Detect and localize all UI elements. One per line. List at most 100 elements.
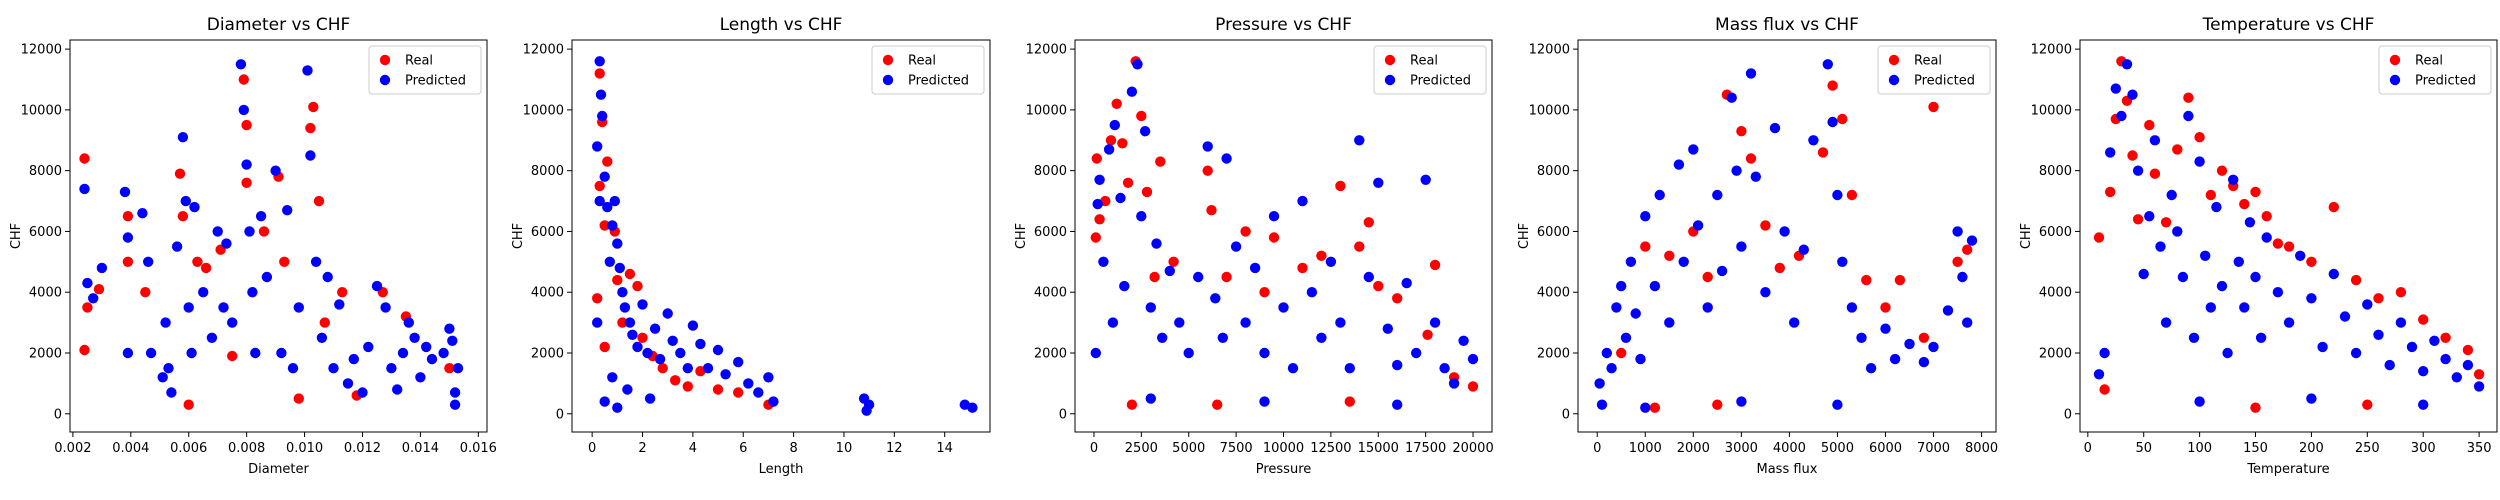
data-point-real <box>2272 238 2284 249</box>
data-point-real <box>1952 256 1963 267</box>
data-point-real <box>2306 256 2317 267</box>
data-point-predicted <box>1107 317 1119 328</box>
data-point-predicted <box>1429 317 1441 328</box>
y-tick-label: 6000 <box>29 225 62 240</box>
data-point-predicted <box>1808 135 1819 146</box>
data-point-predicted <box>186 347 197 359</box>
data-point-predicted <box>609 195 620 207</box>
y-tick-label: 4000 <box>2039 286 2072 301</box>
legend-marker-real <box>1384 54 1396 66</box>
x-tick-label: 3000 <box>1725 441 1758 456</box>
legend-label-real: Real <box>405 54 433 69</box>
x-tick-label: 2 <box>638 441 646 456</box>
y-axis-label: CHF <box>9 223 24 249</box>
y-tick-label: 4000 <box>1034 286 1067 301</box>
data-point-predicted <box>1654 189 1665 201</box>
data-point-real <box>1141 186 1153 198</box>
x-axis-label: Pressure <box>1256 462 1312 477</box>
data-point-real <box>192 256 203 267</box>
data-point-predicted <box>1448 378 1460 389</box>
data-point-predicted <box>1401 277 1412 289</box>
data-point-real <box>1268 232 1280 243</box>
data-point-predicted <box>1145 302 1157 313</box>
legend-marker-real <box>882 54 894 66</box>
data-point-predicted <box>1202 141 1213 152</box>
data-point-predicted <box>592 317 603 328</box>
data-point-predicted <box>1673 159 1685 170</box>
data-point-real <box>712 384 724 395</box>
data-point-real <box>174 168 186 179</box>
data-point-real <box>2462 344 2474 356</box>
data-point-predicted <box>1090 347 1102 359</box>
subplot: 0.002 0.004 0.006 0.008 0.010 0.012 0.014 0.016… <box>9 15 497 477</box>
data-point-predicted <box>1640 402 1651 413</box>
data-point-predicted <box>96 262 108 274</box>
x-tick-label: 2500 <box>1125 441 1158 456</box>
subplot: 0 1000 2000 3000 4000 5000 6000 7000 8000 0 2000 40… <box>1517 15 1998 477</box>
data-point-predicted <box>415 372 426 383</box>
data-point-real <box>79 153 90 164</box>
data-point-predicted <box>255 211 267 222</box>
data-point-real <box>1126 399 1138 410</box>
data-point-real <box>1880 302 1891 313</box>
x-axis-label: Temperature <box>2246 462 2329 477</box>
data-point-predicted <box>617 287 628 298</box>
data-point-predicted <box>1132 59 1143 70</box>
y-tick-label: 4000 <box>1537 286 1570 301</box>
legend-marker-predicted <box>1888 74 1900 86</box>
data-point-predicted <box>2228 174 2239 185</box>
data-point-predicted <box>293 302 304 313</box>
plot-frame <box>69 39 488 433</box>
y-tick-label: 8000 <box>1537 164 1570 179</box>
x-tick-label: 12500 <box>1310 441 1351 456</box>
data-point-predicted <box>2155 241 2166 252</box>
data-point-real <box>1827 80 1838 91</box>
data-point-real <box>1712 399 1723 410</box>
subplot: 0 2500 5000 7500 10000 12500 15000 17500 20000 0 2… <box>1014 15 1494 477</box>
x-tick-label: 2000 <box>1677 441 1710 456</box>
data-point-real <box>602 156 613 167</box>
data-point-predicted <box>1287 363 1299 374</box>
data-point-predicted <box>2244 217 2256 228</box>
x-tick-label: 0 <box>1593 441 1601 456</box>
data-point-predicted <box>143 256 154 267</box>
chart-title: Temperature vs CHF <box>2202 15 2375 35</box>
data-point-predicted <box>1217 332 1229 343</box>
data-point-predicted <box>1230 241 1242 252</box>
data-point-predicted <box>452 363 464 374</box>
x-tick-label: 0.006 <box>170 441 207 456</box>
data-point-predicted <box>82 277 93 289</box>
data-point-predicted <box>1880 323 1891 334</box>
data-point-predicted <box>342 378 354 389</box>
data-point-predicted <box>1098 256 1109 267</box>
data-point-predicted <box>624 317 636 328</box>
x-tick-label: 5000 <box>1821 441 1854 456</box>
data-point-predicted <box>743 378 754 389</box>
data-point-real <box>2473 369 2485 380</box>
data-point-predicted <box>2116 110 2127 122</box>
chart-title: Pressure vs CHF <box>1215 15 1352 35</box>
data-point-predicted <box>137 208 148 219</box>
x-axis-label: Length <box>759 462 804 477</box>
y-tick-label: 4000 <box>531 286 564 301</box>
data-point-predicted <box>2121 59 2133 70</box>
x-tick-label: 7000 <box>1917 441 1950 456</box>
series-predicted <box>79 59 464 410</box>
data-point-predicted <box>1411 347 1422 359</box>
data-point-predicted <box>1335 317 1346 328</box>
data-point-real <box>2440 332 2451 343</box>
data-point-real <box>1422 329 1433 340</box>
data-point-real <box>594 180 605 192</box>
data-point-real <box>1117 138 1128 149</box>
data-point-predicted <box>2255 332 2267 343</box>
data-point-predicted <box>2233 256 2244 267</box>
y-tick-label: 8000 <box>531 164 564 179</box>
data-point-predicted <box>1092 198 1103 210</box>
data-point-real <box>1202 165 1213 176</box>
data-point-predicted <box>1692 220 1704 231</box>
data-point-predicted <box>2194 156 2205 167</box>
data-point-predicted <box>438 347 449 359</box>
data-point-predicted <box>1174 317 1185 328</box>
data-point-real <box>1846 189 1858 201</box>
legend-marker-predicted <box>1384 74 1396 86</box>
